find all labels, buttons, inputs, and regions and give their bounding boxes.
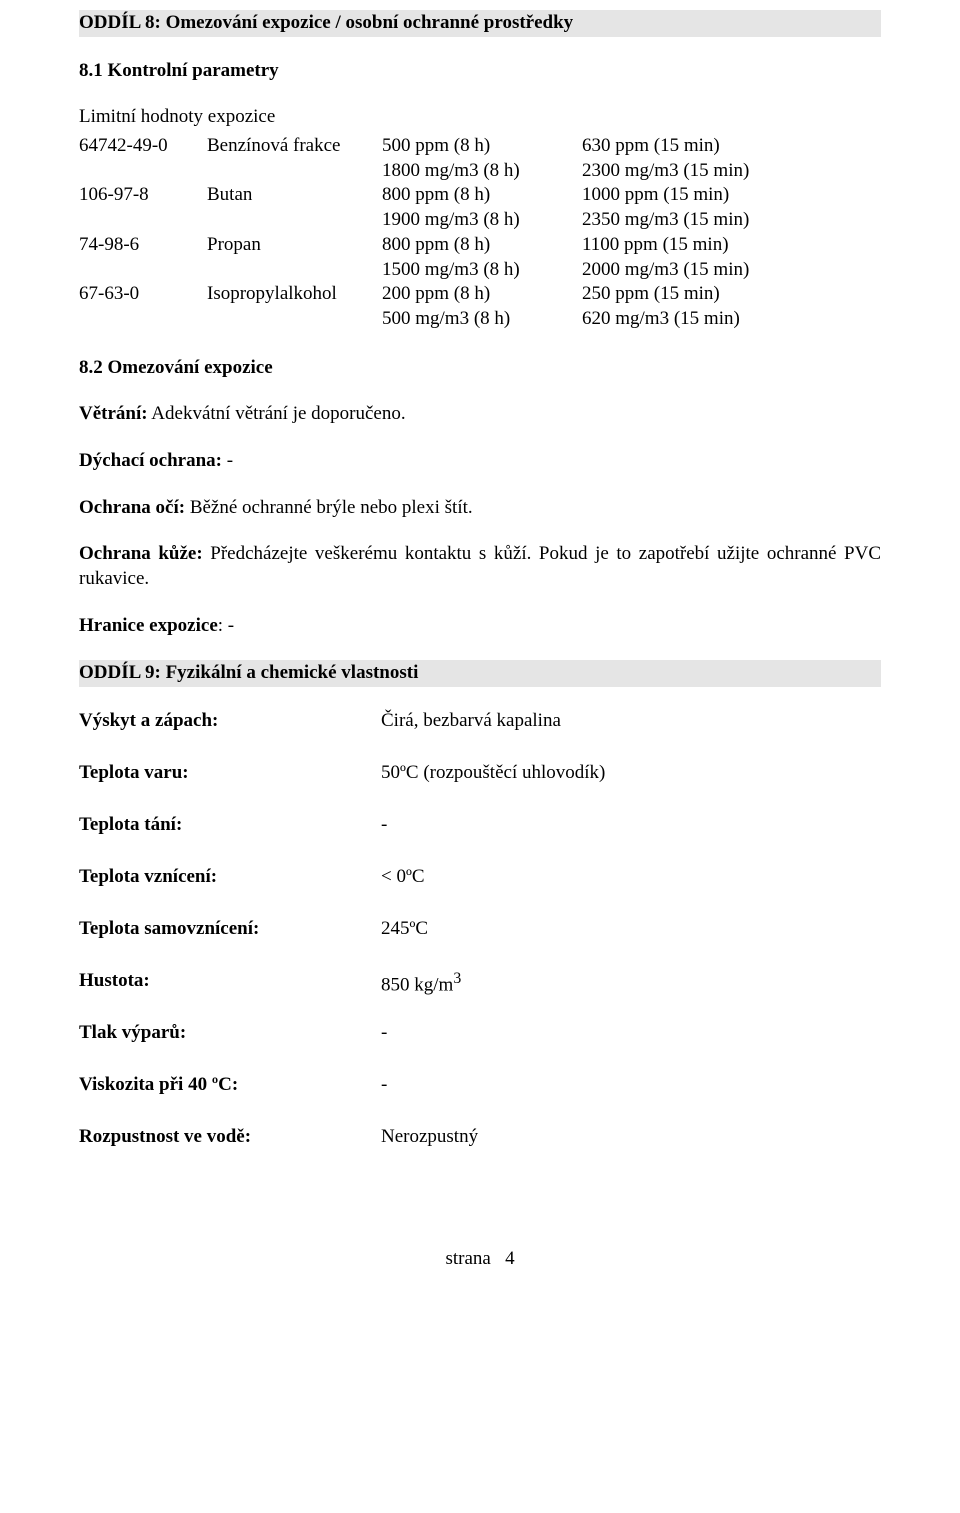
skin-line: Ochrana kůže: Předcházejte veškerému kon… [79,542,881,591]
value-cell: 1900 mg/m3 (8 h) [382,208,582,233]
property-value: - [381,1021,881,1073]
page-number: 4 [505,1248,515,1269]
value-cell: 2000 mg/m3 (15 min) [582,258,881,283]
table-row: 1800 mg/m3 (8 h) 2300 mg/m3 (15 min) [79,159,881,184]
table-row: 1900 mg/m3 (8 h) 2350 mg/m3 (15 min) [79,208,881,233]
property-label: Teplota tání: [79,813,381,865]
value-cell: 1100 ppm (15 min) [582,233,881,258]
cas-cell: 74-98-6 [79,233,207,258]
property-value: - [381,813,881,865]
substance-cell: Benzínová frakce [207,134,382,159]
value-cell: 250 ppm (15 min) [582,282,881,307]
value-cell: 2350 mg/m3 (15 min) [582,208,881,233]
property-row: Teplota varu: 50ºC (rozpouštěcí uhlovodí… [79,761,881,813]
property-label: Hustota: [79,969,381,1021]
table-row: 67-63-0 Isopropylalkohol 200 ppm (8 h) 2… [79,282,881,307]
section-8-1-title: 8.1 Kontrolní parametry [79,59,881,84]
table-row: 1500 mg/m3 (8 h) 2000 mg/m3 (15 min) [79,258,881,283]
property-row: Rozpustnost ve vodě: Nerozpustný [79,1125,881,1177]
eye-line: Ochrana očí: Běžné ochranné brýle nebo p… [79,496,881,521]
substance-cell: Propan [207,233,382,258]
ventilation-label: Větrání: [79,403,148,424]
value-cell: 620 mg/m3 (15 min) [582,307,881,332]
substance-cell: Isopropylalkohol [207,282,382,307]
property-label: Teplota varu: [79,761,381,813]
property-label: Viskozita při 40 ºC: [79,1073,381,1125]
section-8-header: ODDÍL 8: Omezování expozice / osobní och… [79,10,881,37]
section-9-header: ODDÍL 9: Fyzikální a chemické vlastnosti [79,660,881,687]
property-row: Teplota vznícení: < 0ºC [79,865,881,917]
property-value: Nerozpustný [381,1125,881,1177]
page: ODDÍL 8: Omezování expozice / osobní och… [0,0,960,1513]
page-footer: strana 4 [79,1247,881,1272]
value-cell: 500 ppm (8 h) [382,134,582,159]
property-value: 245ºC [381,917,881,969]
respiratory-line: Dýchací ochrana: - [79,449,881,474]
property-row: Tlak výparů: - [79,1021,881,1073]
ventilation-line: Větrání: Adekvátní větrání je doporučeno… [79,402,881,427]
exposure-limit-text: : - [218,615,234,636]
skin-label: Ochrana kůže: [79,543,203,564]
exposure-table: 64742-49-0 Benzínová frakce 500 ppm (8 h… [79,134,881,332]
respiratory-text: - [222,450,233,471]
page-label: strana [445,1248,490,1269]
respiratory-label: Dýchací ochrana: [79,450,222,471]
property-row: Teplota tání: - [79,813,881,865]
property-row: Hustota: 850 kg/m3 [79,969,881,1021]
property-label: Teplota vznícení: [79,865,381,917]
limit-values-label: Limitní hodnoty expozice [79,105,881,130]
section-8-2-title: 8.2 Omezování expozice [79,356,881,381]
table-row: 74-98-6 Propan 800 ppm (8 h) 1100 ppm (1… [79,233,881,258]
property-label: Rozpustnost ve vodě: [79,1125,381,1177]
property-label: Výskyt a zápach: [79,709,381,761]
property-row: Výskyt a zápach: Čirá, bezbarvá kapalina [79,709,881,761]
value-cell: 200 ppm (8 h) [382,282,582,307]
ventilation-text: Adekvátní větrání je doporučeno. [148,403,406,424]
value-cell: 500 mg/m3 (8 h) [382,307,582,332]
property-value: 50ºC (rozpouštěcí uhlovodík) [381,761,881,813]
cas-cell: 67-63-0 [79,282,207,307]
eye-label: Ochrana očí: [79,497,185,518]
table-row: 106-97-8 Butan 800 ppm (8 h) 1000 ppm (1… [79,183,881,208]
cas-cell: 106-97-8 [79,183,207,208]
exposure-limit-label: Hranice expozice [79,615,218,636]
value-cell: 800 ppm (8 h) [382,233,582,258]
property-row: Viskozita při 40 ºC: - [79,1073,881,1125]
property-value: - [381,1073,881,1125]
value-cell: 1500 mg/m3 (8 h) [382,258,582,283]
property-label: Tlak výparů: [79,1021,381,1073]
value-cell: 2300 mg/m3 (15 min) [582,159,881,184]
value-cell: 630 ppm (15 min) [582,134,881,159]
property-row: Teplota samovznícení: 245ºC [79,917,881,969]
cas-cell: 64742-49-0 [79,134,207,159]
table-row: 64742-49-0 Benzínová frakce 500 ppm (8 h… [79,134,881,159]
substance-cell: Butan [207,183,382,208]
property-value: Čirá, bezbarvá kapalina [381,709,881,761]
eye-text: Běžné ochranné brýle nebo plexi štít. [185,497,473,518]
table-row: 500 mg/m3 (8 h) 620 mg/m3 (15 min) [79,307,881,332]
property-value: 850 kg/m3 [381,969,881,1021]
property-label: Teplota samovznícení: [79,917,381,969]
value-cell: 1000 ppm (15 min) [582,183,881,208]
value-cell: 800 ppm (8 h) [382,183,582,208]
property-value: < 0ºC [381,865,881,917]
value-cell: 1800 mg/m3 (8 h) [382,159,582,184]
exposure-limit-line: Hranice expozice: - [79,614,881,639]
properties-table: Výskyt a zápach: Čirá, bezbarvá kapalina… [79,709,881,1177]
